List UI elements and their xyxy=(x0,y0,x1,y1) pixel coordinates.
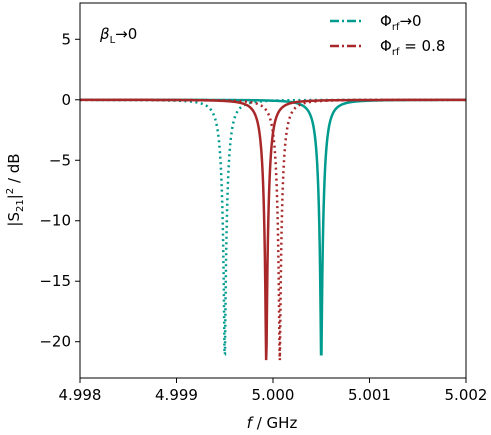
x-axis-label: f / GHz xyxy=(247,414,298,432)
x-tick-label: 5.002 xyxy=(445,386,488,404)
ticks: 4.998 4.999 5.000 5.001 5.002 5 0 −5 −10 −15 −20 xyxy=(39,30,487,404)
y-axis-label: |S21|2 / dB xyxy=(5,153,26,226)
plot-lines xyxy=(80,98,466,361)
legend: Φrf→0 Φrf = 0.8 xyxy=(330,12,445,58)
y-tick-label: 0 xyxy=(61,91,71,109)
y-tick-label: −15 xyxy=(39,272,71,290)
series-red-solid-line xyxy=(80,98,466,361)
x-tick-label: 5.001 xyxy=(348,386,391,404)
x-tick-label: 4.999 xyxy=(155,386,198,404)
y-tick-label: −20 xyxy=(39,333,71,351)
x-tick-label: 4.998 xyxy=(59,386,102,404)
x-tick-label: 5.000 xyxy=(252,386,295,404)
legend-label-phi-zero: Φrf→0 xyxy=(380,12,422,33)
y-tick-label: 5 xyxy=(61,30,71,48)
y-tick-label: −5 xyxy=(49,151,71,169)
legend-label-phi-08: Φrf = 0.8 xyxy=(380,37,445,58)
plot-frame xyxy=(79,2,467,379)
y-tick-label: −10 xyxy=(39,212,71,230)
annotation-label: βL→0 xyxy=(99,25,137,46)
